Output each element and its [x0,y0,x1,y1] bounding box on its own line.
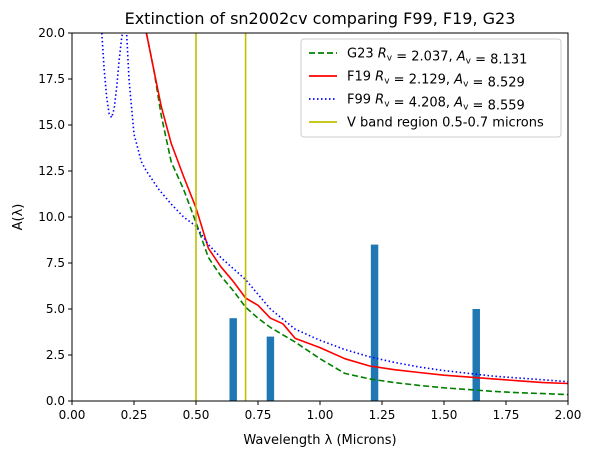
y-tick-label: 17.5 [38,72,65,86]
legend-entry-label: V band region 0.5-0.7 microns [347,116,544,131]
legend-box [300,38,562,138]
x-tick-label: 0.75 [245,408,272,422]
series-line-f19 [145,33,568,385]
y-tick-label: 12.5 [38,164,65,178]
series-line-g23 [145,33,568,396]
y-axis: 0.0 2.5 5.0 7.5 10.0 12.5 15.0 17.5 20.0 [38,26,72,408]
x-tick-label: 1.75 [493,408,520,422]
x-tick-label: 1.00 [307,408,334,422]
x-axis-label: Wavelength λ (Microns) [243,433,396,448]
y-tick-label: 5.0 [46,302,65,316]
x-tick-label: 0.50 [183,408,210,422]
legend-entry-label: F19 Rv = 2.129, Av = 8.529 [347,70,525,91]
x-tick-label: 0.00 [59,408,86,422]
x-axis: 0.00 0.25 0.50 0.75 1.00 1.25 1.50 1.75 2.00 [59,401,582,422]
chart-title: Extinction of sn2002cv comparing F99, F1… [125,9,516,28]
legend-entry-label: F99 Rv = 4.208, Av = 8.559 [347,93,525,114]
x-tick-label: 1.25 [369,408,396,422]
x-tick-label: 0.25 [121,408,148,422]
y-tick-label: 7.5 [46,256,65,270]
y-tick-label: 15.0 [38,118,65,132]
y-tick-label: 10.0 [38,210,65,224]
bar [229,318,237,401]
y-tick-label: 20.0 [38,26,65,40]
x-tick-label: 1.50 [431,408,458,422]
y-tick-label: 0.0 [46,394,65,408]
bar [472,309,480,401]
y-axis-label: A(λ) [11,204,26,231]
y-tick-label: 2.5 [46,348,65,362]
plot-data [101,33,568,401]
x-tick-label: 2.00 [555,408,582,422]
bar [266,336,275,401]
series-line-f99 [101,33,568,383]
bar [370,244,379,401]
legend-entry-label: G23 Rv = 2.037, Av = 8.131 [347,47,527,68]
